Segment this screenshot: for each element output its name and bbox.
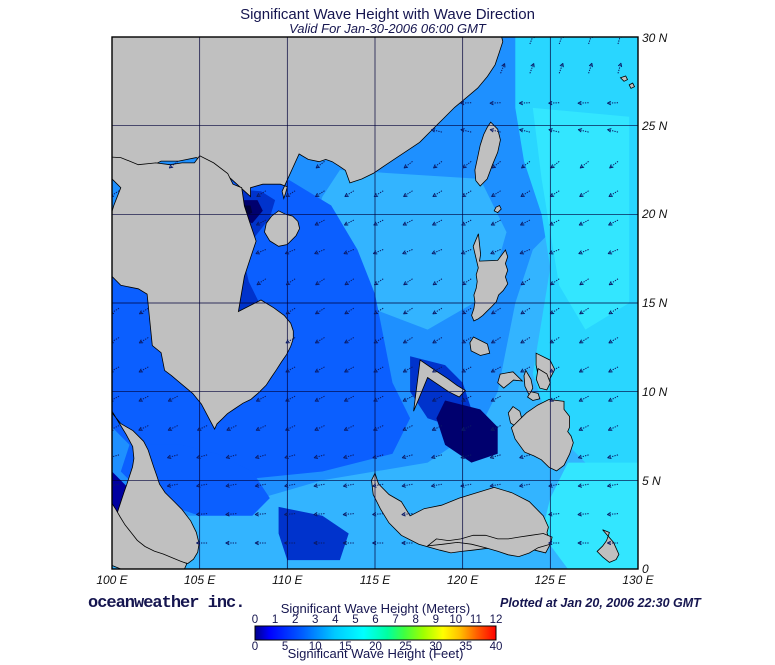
svg-text:2: 2 [292,614,298,626]
svg-text:6: 6 [372,614,378,626]
svg-text:3: 3 [312,614,318,626]
svg-text:35: 35 [460,641,473,653]
svg-text:1: 1 [272,614,278,626]
svg-text:11: 11 [470,614,482,626]
svg-text:4: 4 [332,614,339,626]
svg-text:8: 8 [412,614,418,626]
svg-text:5: 5 [352,614,358,626]
svg-text:15: 15 [339,641,352,653]
svg-text:10: 10 [309,641,322,653]
svg-text:25: 25 [399,641,412,653]
svg-text:7: 7 [392,614,398,626]
svg-text:9: 9 [433,614,439,626]
svg-text:10: 10 [449,614,462,626]
svg-text:20: 20 [369,641,382,653]
svg-text:0: 0 [252,641,258,653]
svg-text:30: 30 [429,641,442,653]
svg-text:0: 0 [252,614,258,626]
svg-text:5: 5 [282,641,288,653]
svg-text:40: 40 [490,641,503,653]
svg-text:12: 12 [490,614,503,626]
